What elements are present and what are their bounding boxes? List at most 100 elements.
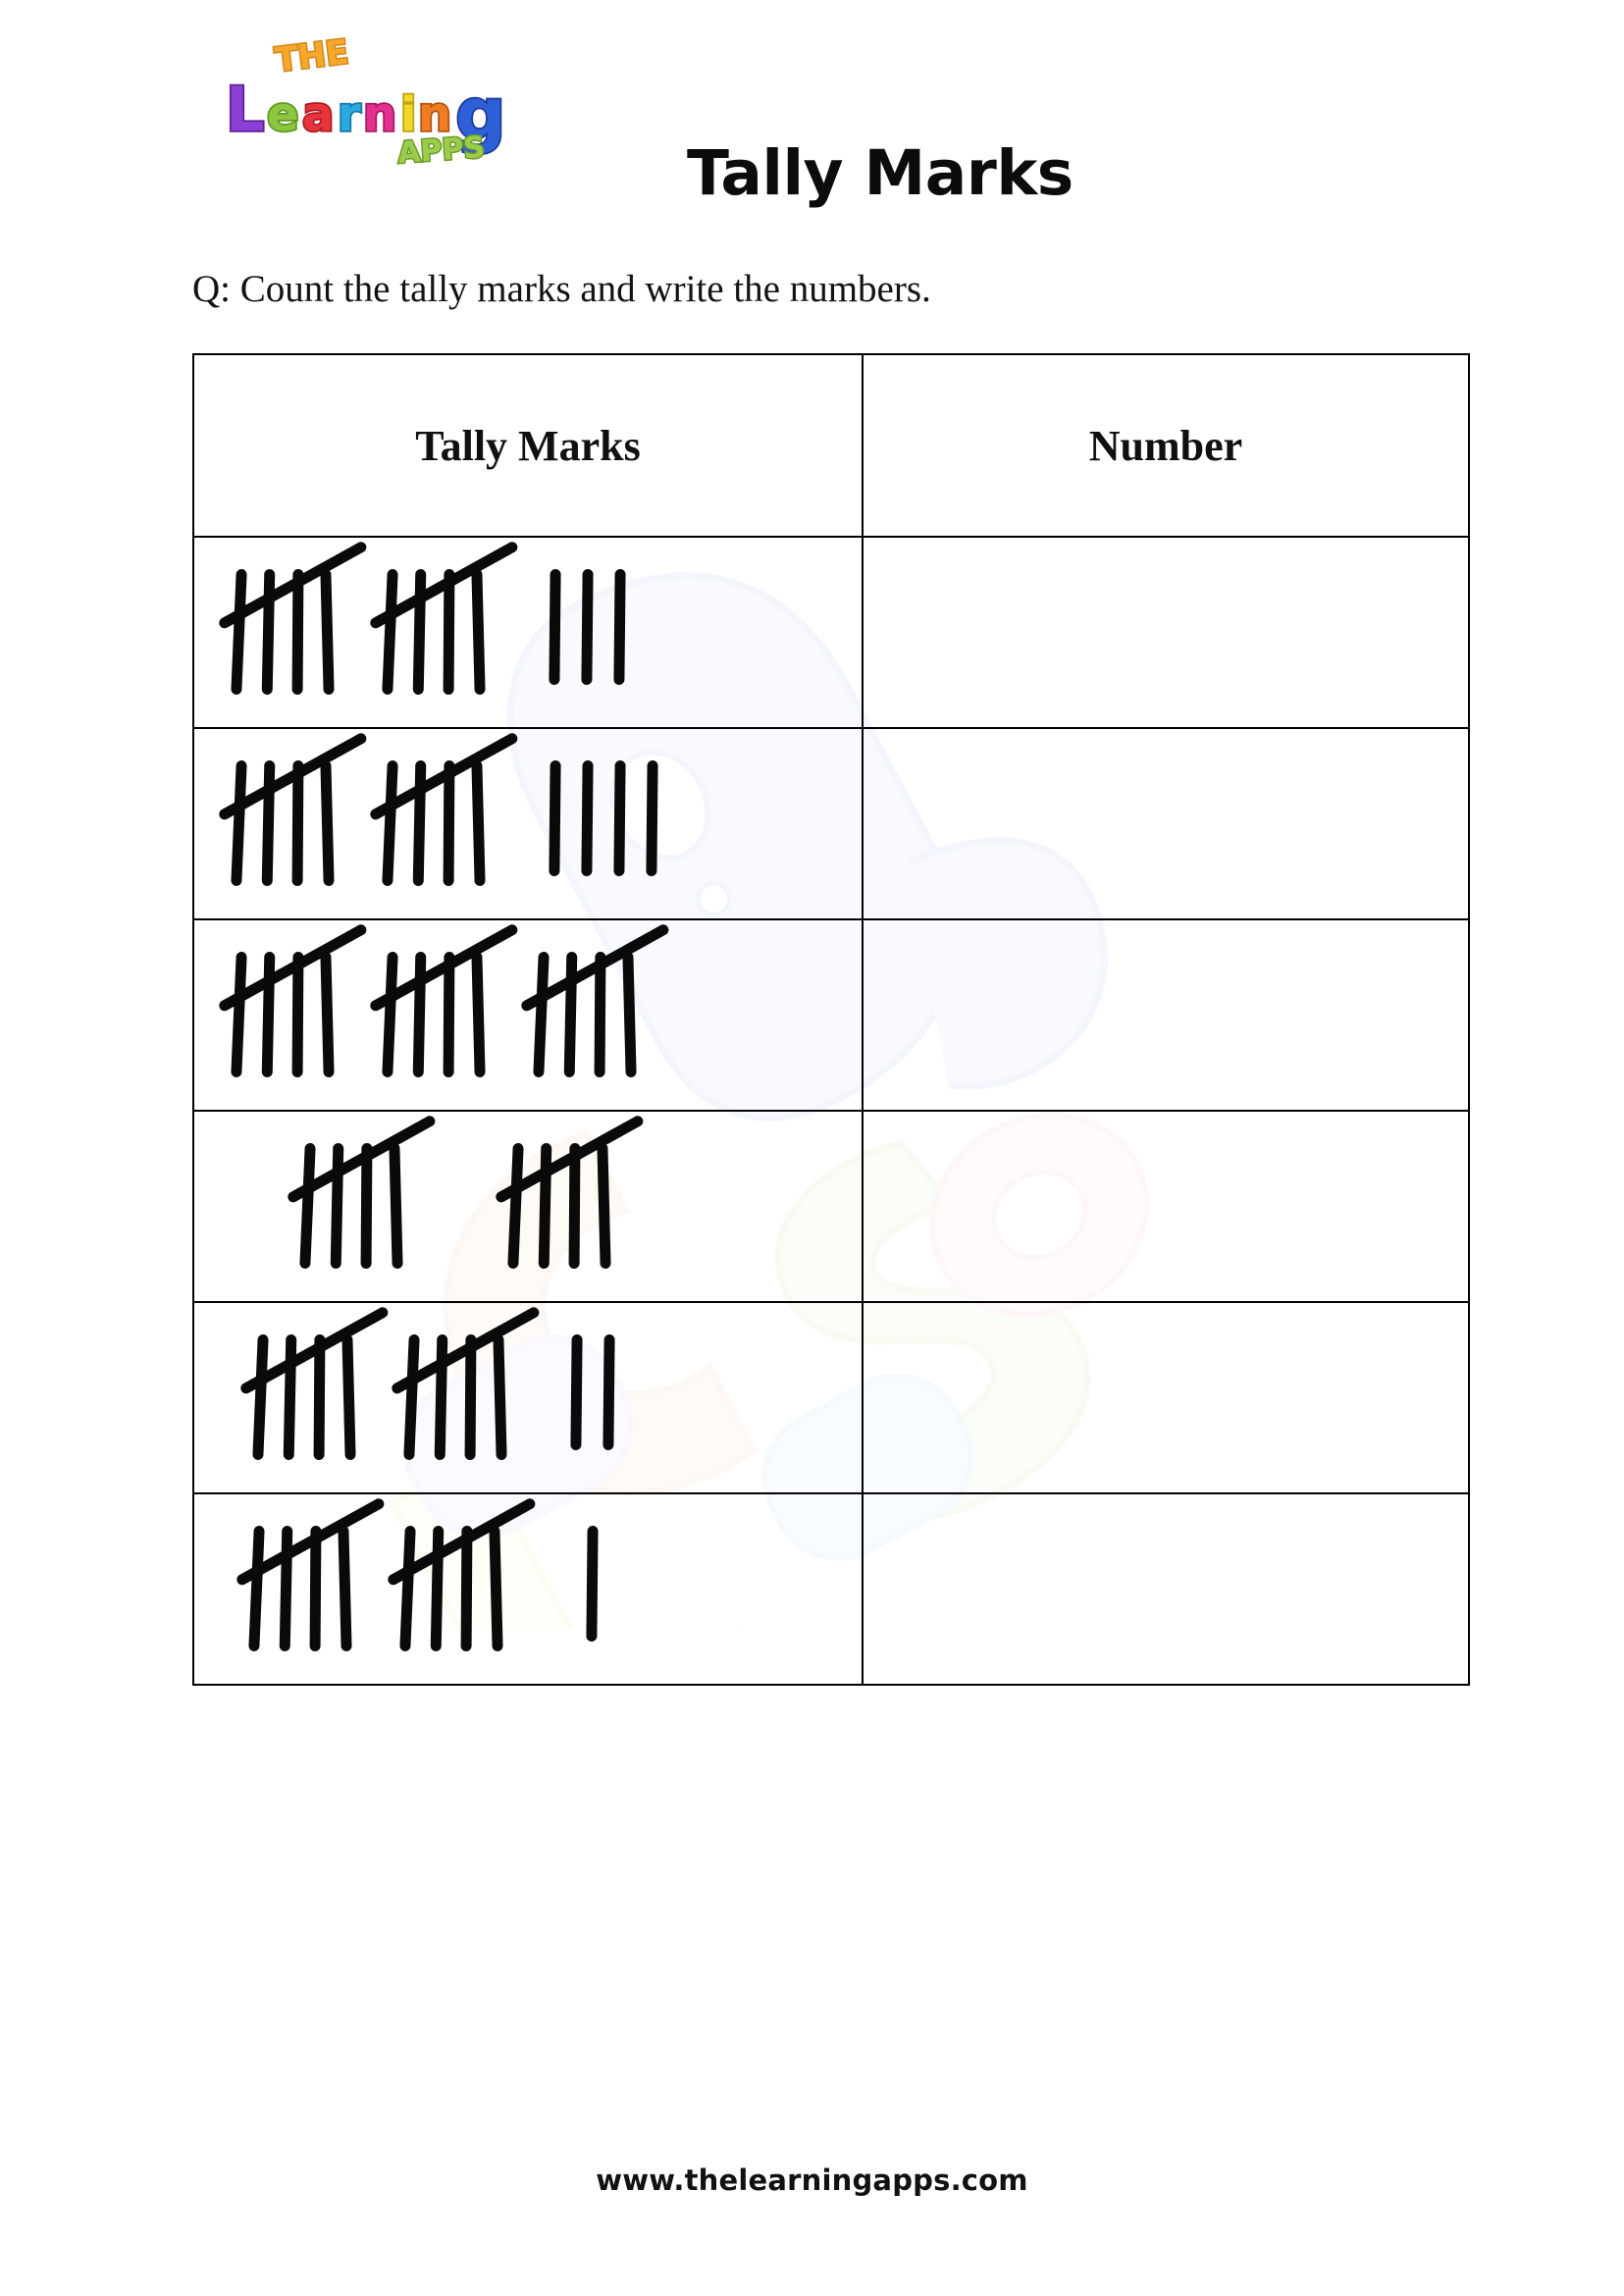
tally-group-of-five [238, 1304, 391, 1462]
svg-text:n: n [418, 87, 451, 142]
svg-text:r: r [338, 87, 361, 142]
tally-stick [382, 759, 398, 886]
tally-stick [549, 568, 561, 685]
tally-marks-cell [192, 727, 864, 920]
tally-stick [338, 1525, 352, 1651]
tally-group-of-five [390, 1304, 542, 1462]
tally-group-of-five [217, 730, 369, 888]
tally-stick [434, 1333, 448, 1460]
tally-stick [538, 1142, 552, 1269]
tally-stick [283, 1333, 297, 1460]
tally-stick [471, 568, 486, 695]
table-row [192, 918, 1470, 1112]
table-row [192, 727, 1470, 920]
tally-stick [549, 759, 561, 876]
page-title: Tally Marks [687, 137, 1074, 209]
tally-stick [533, 951, 550, 1077]
tally-group-of-five [235, 1495, 387, 1653]
number-answer-cell[interactable] [862, 536, 1470, 729]
table-row [192, 536, 1470, 729]
tally-stick [412, 759, 427, 886]
svg-text:e: e [267, 87, 299, 142]
tally-stick [581, 568, 594, 685]
tally-marks-cell [192, 918, 864, 1112]
tally-singles [586, 1525, 599, 1653]
tally-stick [471, 759, 486, 886]
tally-stick [581, 759, 594, 876]
tally-group-of-five [217, 921, 369, 1079]
tally-group-of-five [286, 1113, 438, 1271]
tally-stick [602, 1333, 615, 1450]
number-answer-cell[interactable] [862, 1110, 1470, 1303]
tally-marks-cell [192, 1492, 864, 1686]
tally-group-of-five [368, 921, 520, 1079]
tally-group-of-five [368, 730, 520, 888]
tally-marks-glyphs [194, 1494, 862, 1684]
tally-singles [549, 759, 658, 888]
tally-stick [389, 1142, 403, 1269]
column-header-tally-marks: Tally Marks [192, 353, 864, 538]
tally-stick [320, 568, 335, 695]
tally-stick [261, 951, 276, 1077]
number-answer-cell[interactable] [862, 1301, 1470, 1494]
tally-singles [570, 1333, 615, 1462]
number-answer-cell[interactable] [862, 1492, 1470, 1686]
svg-text:g: g [455, 73, 506, 155]
tally-stick [341, 1333, 356, 1460]
footer-url[interactable]: www.thelearningapps.com [596, 2164, 1028, 2197]
tally-stick [412, 568, 427, 695]
table-row [192, 1110, 1470, 1303]
tally-stick [622, 951, 637, 1077]
tally-stick [412, 951, 427, 1077]
question-prompt: Q: Count the tally marks and write the n… [192, 268, 931, 310]
tally-stick [493, 1333, 507, 1460]
tally-stick [489, 1525, 503, 1651]
tally-stick [231, 759, 247, 886]
tally-marks-glyphs [194, 1112, 862, 1301]
tally-marks-glyphs [194, 538, 862, 727]
tally-stick [399, 1525, 416, 1651]
table-header-row: Tally Marks Number [192, 353, 1470, 538]
tally-marks-cell [192, 1301, 864, 1494]
tally-stick [231, 951, 247, 1077]
tally-stick [248, 1525, 265, 1651]
svg-text:i: i [400, 87, 416, 142]
tally-group-of-five [386, 1495, 538, 1653]
tally-group-of-five [519, 921, 671, 1079]
tally-stick [597, 1142, 611, 1269]
svg-text:a: a [302, 87, 334, 142]
tally-singles [549, 568, 626, 697]
tally-stick [299, 1142, 316, 1269]
tally-stick [586, 1525, 599, 1642]
tally-marks-cell [192, 1110, 864, 1303]
table-row [192, 1492, 1470, 1686]
column-header-number: Number [862, 353, 1470, 538]
tally-stick [261, 568, 276, 695]
svg-text:n: n [363, 87, 396, 142]
tally-stick [430, 1525, 445, 1651]
tally-group-of-five [368, 539, 520, 697]
svg-text:THE: THE [273, 37, 350, 80]
tally-stick [252, 1333, 269, 1460]
svg-text:L: L [226, 74, 265, 145]
tally-stick [231, 568, 247, 695]
tally-stick [320, 759, 335, 886]
tally-stick [320, 951, 335, 1077]
tally-stick [613, 568, 626, 685]
tally-stick [563, 951, 578, 1077]
tally-stick [646, 759, 658, 876]
tally-marks-glyphs [194, 729, 862, 918]
tally-stick [403, 1333, 420, 1460]
tally-stick [279, 1525, 293, 1651]
tally-marks-table: Tally Marks Number [192, 353, 1470, 1686]
table-body [192, 536, 1470, 1686]
table-row [192, 1301, 1470, 1494]
tally-stick [507, 1142, 524, 1269]
tally-marks-glyphs [194, 1303, 862, 1492]
worksheet-header: THE L e a r n i n g APPS Tally [0, 0, 1624, 245]
svg-text:APPS: APPS [396, 130, 486, 170]
tally-stick [613, 759, 626, 876]
number-answer-cell[interactable] [862, 918, 1470, 1112]
number-answer-cell[interactable] [862, 727, 1470, 920]
